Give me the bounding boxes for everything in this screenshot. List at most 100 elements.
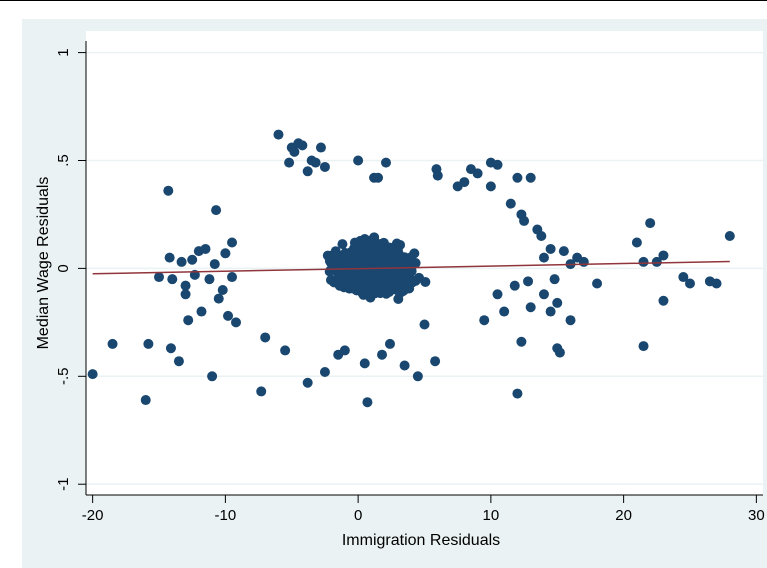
data-point: [384, 338, 395, 349]
data-point: [509, 280, 520, 291]
data-point: [209, 259, 220, 270]
data-point: [545, 306, 556, 317]
data-point: [310, 157, 321, 168]
y-tick-label: .5: [55, 154, 72, 167]
data-point: [143, 338, 154, 349]
data-point: [525, 172, 536, 183]
y-axis-title: Median Wage Residuals: [35, 177, 52, 350]
data-point: [499, 306, 510, 317]
data-point: [337, 239, 348, 250]
data-point: [388, 255, 399, 266]
data-point: [358, 274, 369, 285]
data-point: [227, 237, 238, 248]
x-tick-label: -20: [82, 507, 104, 524]
y-tick-label: -1: [55, 478, 72, 491]
axes: -1 -.5 0 .5 1 -20 -10 0 10 20 30: [55, 41, 765, 524]
data-point: [273, 129, 284, 140]
data-point: [196, 306, 207, 317]
data-point: [284, 157, 295, 168]
data-point: [390, 273, 401, 284]
data-point: [280, 345, 291, 356]
data-point: [357, 264, 368, 275]
data-point: [382, 276, 393, 287]
data-point: [472, 168, 483, 179]
data-point: [370, 247, 381, 258]
data-point: [362, 397, 373, 408]
data-point: [399, 360, 410, 371]
data-point: [373, 172, 384, 183]
data-point: [164, 252, 175, 263]
data-point: [183, 315, 194, 326]
data-point: [565, 315, 576, 326]
data-point: [220, 248, 231, 259]
data-point: [217, 284, 228, 295]
data-point: [319, 161, 330, 172]
y-tick-label: 1: [55, 48, 72, 56]
data-point: [684, 278, 695, 289]
data-point: [302, 166, 313, 177]
data-point: [638, 341, 649, 352]
data-point: [645, 218, 656, 229]
data-point: [154, 272, 165, 283]
data-point: [420, 276, 431, 287]
data-point: [412, 371, 423, 382]
data-point: [180, 280, 191, 291]
x-tick-label: 30: [748, 507, 765, 524]
data-point: [375, 259, 386, 270]
data-point: [430, 356, 441, 367]
data-point: [211, 205, 222, 216]
data-point: [419, 319, 430, 330]
data-point: [516, 336, 527, 347]
data-point: [393, 294, 404, 305]
gridlines: [86, 51, 763, 485]
data-point: [554, 347, 565, 358]
data-point: [302, 377, 313, 388]
data-point: [525, 302, 536, 313]
data-point: [325, 274, 336, 285]
data-point: [479, 315, 490, 326]
data-point: [200, 243, 211, 254]
data-point: [107, 338, 118, 349]
data-point: [333, 271, 344, 282]
data-point: [381, 157, 392, 168]
data-point: [405, 266, 416, 277]
data-point: [432, 170, 443, 181]
fit-line: [92, 260, 730, 275]
data-point: [505, 198, 516, 209]
data-point: [256, 386, 267, 397]
data-point: [512, 172, 523, 183]
data-point: [459, 177, 470, 188]
data-point: [592, 278, 603, 289]
data-point: [140, 395, 151, 406]
data-point: [519, 215, 530, 226]
data-point: [227, 272, 238, 283]
data-point: [552, 297, 563, 308]
data-point: [353, 155, 364, 166]
data-point: [375, 272, 386, 283]
data-point: [538, 289, 549, 300]
data-point: [578, 256, 589, 267]
data-point: [319, 366, 330, 377]
y-tick-label: -.5: [55, 368, 72, 386]
x-tick-label: 0: [354, 507, 362, 524]
x-tick-label: -10: [215, 507, 237, 524]
data-point: [492, 159, 503, 170]
data-point: [545, 243, 556, 254]
fit-line-group: [92, 260, 730, 275]
data-point: [167, 274, 178, 285]
data-point: [187, 254, 198, 265]
data-point: [359, 358, 370, 369]
data-point: [536, 231, 547, 242]
data-point: [176, 256, 187, 267]
data-point: [315, 142, 326, 153]
data-point: [289, 146, 300, 157]
top-border-line: [0, 0, 767, 1]
data-point: [638, 256, 649, 267]
data-point: [329, 249, 340, 260]
x-tick-label: 10: [483, 507, 500, 524]
y-tick-label: 0: [55, 264, 72, 272]
data-point: [658, 250, 669, 261]
data-point: [523, 276, 534, 287]
data-point: [549, 274, 560, 285]
